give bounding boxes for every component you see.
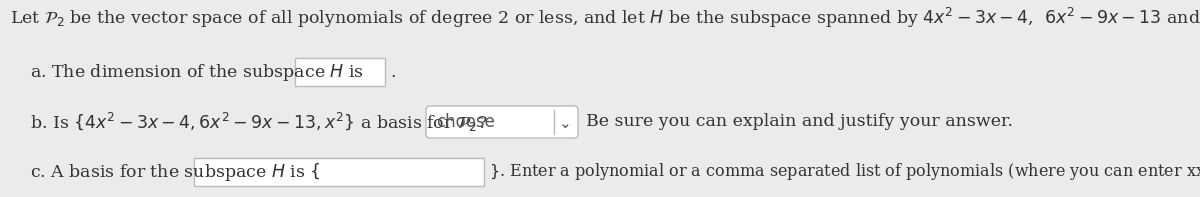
FancyBboxPatch shape [295,58,385,86]
FancyBboxPatch shape [426,106,578,138]
Text: b. Is $\{4x^2 - 3x - 4, 6x^2 - 9x - 13, x^2\}$ a basis for $\mathcal{P}_2$?: b. Is $\{4x^2 - 3x - 4, 6x^2 - 9x - 13, … [30,111,487,134]
FancyBboxPatch shape [194,158,484,186]
Text: ⌄: ⌄ [559,115,571,130]
Text: c. A basis for the subspace $H$ is $\{$: c. A basis for the subspace $H$ is $\{$ [30,161,320,183]
Text: Be sure you can explain and justify your answer.: Be sure you can explain and justify your… [586,113,1013,130]
Text: .: . [390,63,396,81]
Text: choose: choose [436,113,494,131]
Text: Let $\mathcal{P}_2$ be the vector space of all polynomials of degree 2 or less, : Let $\mathcal{P}_2$ be the vector space … [10,6,1200,30]
Text: a. The dimension of the subspace $H$ is: a. The dimension of the subspace $H$ is [30,61,364,83]
Text: $\}$. Enter a polynomial or a comma separated list of polynomials (where you can: $\}$. Enter a polynomial or a comma sepa… [490,161,1200,183]
